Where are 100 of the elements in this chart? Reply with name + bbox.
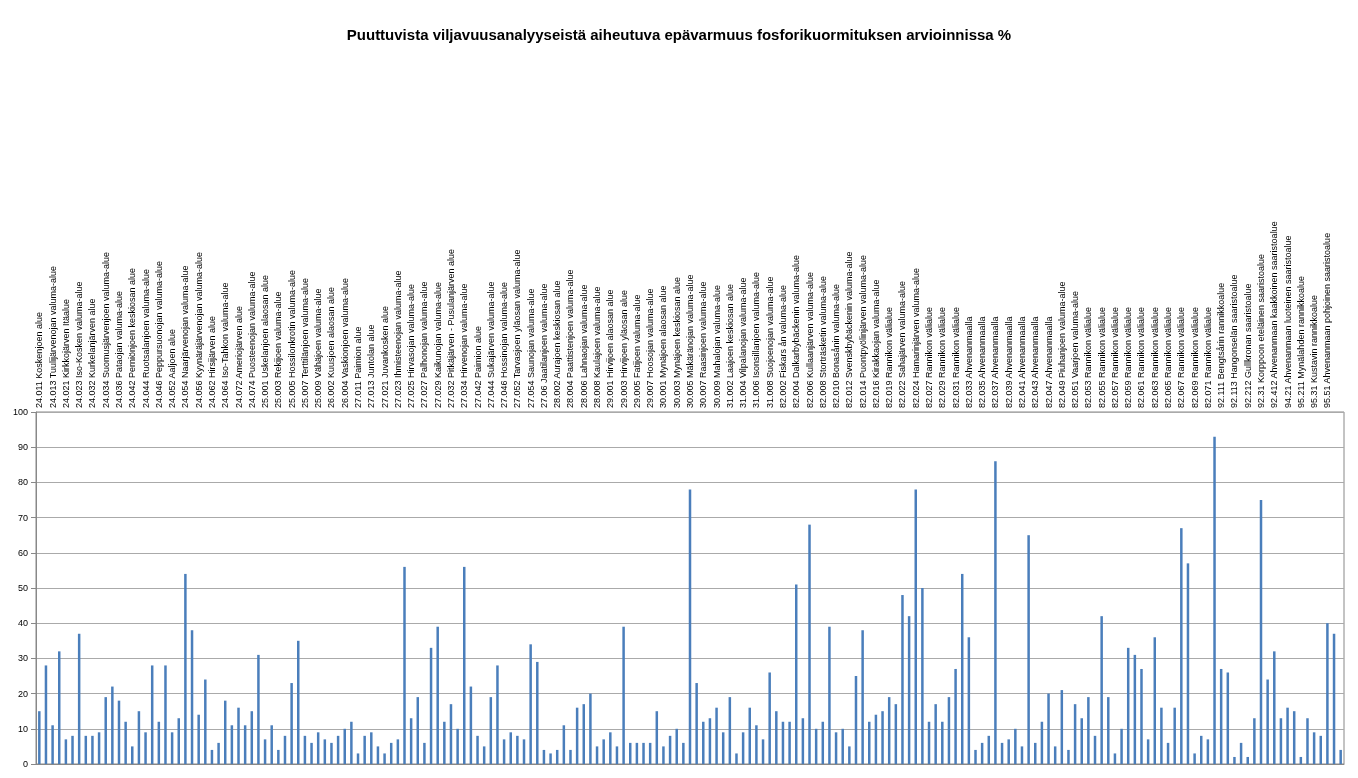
bar [270,725,273,764]
bar [1339,749,1342,764]
x-tick-label: 82.029 Rannikon välialue [937,306,948,408]
bar [131,746,134,764]
x-tick-label: 24.054 Naarjärvenojan valuma-alue [180,265,191,408]
bar [1160,707,1163,764]
bar [71,735,74,764]
bar [1100,616,1103,764]
bar [456,728,459,764]
bar [1034,742,1037,764]
x-tick-label: 27.011 Paimion alue [353,326,364,408]
x-tick-label: 82.019 Rannikon välialue [884,306,895,408]
bar [217,742,220,764]
x-tick-label: 82.067 Rannikon välialue [1176,306,1187,408]
x-tick-label: 25.007 Terttilänjoen valuma-alue [299,278,310,408]
bar [675,728,678,764]
y-tick-label: 40 [17,618,28,629]
bar [1233,756,1236,764]
x-tick-label: 25.001 Uskelanjoen alaosan alue [260,274,271,408]
bar [735,753,738,764]
x-tick-label: 24.064 Iso-Tahkon valuma-alue [220,282,231,408]
bar [954,668,957,764]
bar [164,665,167,764]
x-tick-label: 82.006 Kullaanjärven valuma-alue [804,271,815,408]
x-tick-label: 82.014 Puontpyölinjärven valuma-alue [857,254,868,408]
chart-title: Puuttuvista viljavuusanalyyseistä aiheutuva epävarmuus fosforikuormituksen arvioinnissa % [346,26,1012,43]
bar [808,524,811,764]
x-tick-label: 24.052 Aaljoen alue [167,328,178,408]
x-tick-label: 82.043 Ahvenanmaalla [1030,316,1041,408]
x-tick-label: 31.006 Isonsillanjoen valuma-alue [751,271,762,408]
bar [1326,623,1329,764]
x-tick-label: 82.059 Rannikon välialue [1123,306,1134,408]
x-tick-label: 24.023 Iso-Kosken valuma-alue [74,281,85,408]
bar [921,588,924,764]
x-tick-label: 82.016 Kirakkaojan valuma-alue [870,279,881,408]
bar [914,489,917,764]
bar [38,711,41,764]
bar [1273,651,1276,764]
x-tick-label: 82.031 Rannikon välialue [950,306,961,408]
bar [609,732,612,764]
bar [257,654,260,764]
y-tick-label: 20 [17,688,28,699]
x-tick-label: 82.041 Ahvenanmaalla [1016,316,1027,408]
x-tick-label: 82.022 Sahajärven valuma-alue [897,280,908,408]
y-tick-label: 10 [17,723,28,734]
bar [974,749,977,764]
x-tick-label: 28.008 Kaulajoen valuma-alue [592,286,603,408]
bar [1067,749,1070,764]
x-tick-label: 30.003 Mynäjoen keskiosan alue [671,276,682,408]
x-tick-label: 24.062 Hirsijärven alue [206,315,217,408]
x-tick-label: 94.21 Ahvenanmaan luoteinen saaristoalue [1282,235,1293,408]
x-tick-label: 82.039 Ahvenanmaalla [1003,316,1014,408]
x-tick-label: 82.010 Bonasånin valuma-alue [831,283,842,408]
bar [1173,707,1176,764]
x-tick-label: 82.063 Rannikon välialue [1149,306,1160,408]
bar [370,732,373,764]
x-tick-label: 82.012 Svenskbybäckenin valuma-alue [844,251,855,408]
x-tick-label: 92.412 Ahvenanmaan kaakkoinen saaristoalue [1269,221,1280,408]
y-tick-label: 0 [22,759,28,769]
bar [124,721,127,764]
bar [516,735,519,764]
x-tick-label: 31.002 Laajoen keskiosan alue [724,283,735,408]
x-tick-label: 82.035 Ahvenanmaalla [977,316,988,408]
bar [1027,535,1030,764]
bar [237,707,240,764]
bar [343,728,346,764]
bar [715,707,718,764]
bar [383,753,386,764]
bar [861,630,864,764]
bar [1120,728,1123,764]
x-tick-label: 82.061 Rannikon välialue [1136,306,1147,408]
bar [1080,718,1083,764]
x-tick-label: 28.002 Aurajoen keskiosan alue [552,280,563,408]
x-tick-label: 27.054 Saunojan valuma-alue [525,288,536,408]
bar [509,732,512,764]
x-tick-label: 27.06 Jaatilanjoen valuma-alue [538,283,549,408]
bar [1213,436,1216,764]
bar [277,749,280,764]
bar [1193,753,1196,764]
y-tick-label: 50 [17,583,28,593]
bar [529,644,532,764]
bar [662,746,665,764]
x-tick-label: 95.51 Ahvenanmaan pohjoinen saaristoalue [1322,232,1333,408]
x-tick-label: 30.001 Mynäjoen alaosan alue [658,285,669,408]
x-tick-label: 92.31 Korppoon eteläinen saaristoalue [1256,253,1267,408]
x-tick-label: 27.042 Paimion alue [472,325,483,408]
x-tick-label: 28.006 Lahnaojan valuma-alue [578,284,589,408]
x-tick-label: 92.212 Gullkronan saaristoalue [1242,283,1253,408]
y-tick-label: 80 [17,477,28,488]
x-tick-label: 24.013 Tuulijärvenojan valuma-alue [47,265,58,408]
bar [443,721,446,764]
bar [1180,528,1183,764]
x-tick-label: 82.033 Ahvenanmaalla [963,316,974,408]
x-tick-label: 27.025 Hirvasojan valuma-alue [406,283,417,408]
y-tick-label: 90 [17,442,28,453]
bar [622,626,625,764]
x-tick-label: 82.053 Rannikon välialue [1083,306,1094,408]
x-tick-label: 24.056 Kyynäräjärvenojan valuma-alue [193,251,204,408]
bar [204,679,207,764]
bar [1107,697,1110,764]
